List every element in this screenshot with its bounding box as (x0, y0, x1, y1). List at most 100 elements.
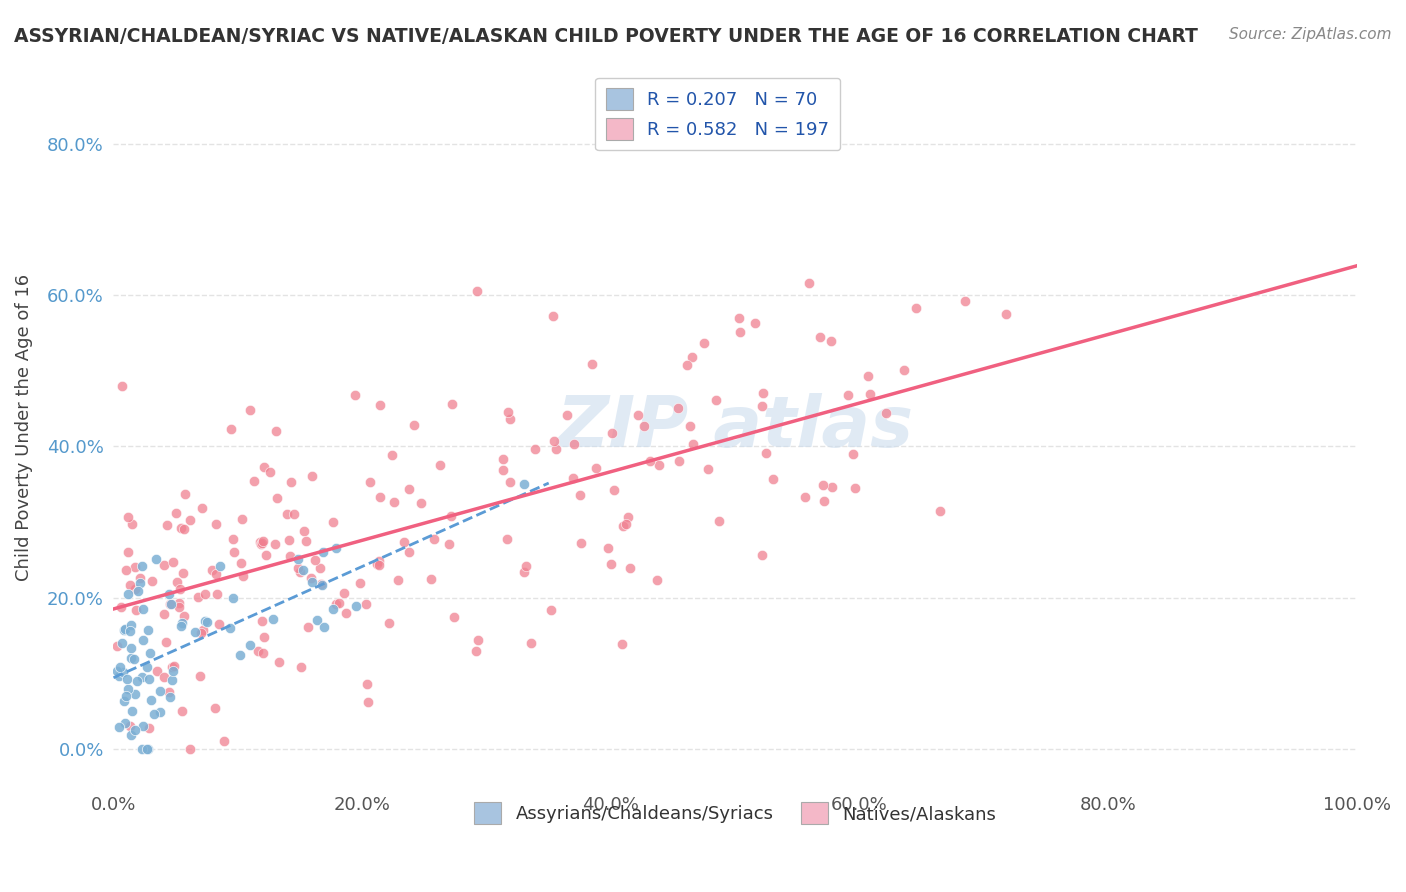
Point (141, 574, 163, 589)
Point (666, 401, 689, 415)
Point (111, 636, 134, 650)
Point (156, 518, 179, 533)
Point (419, 573, 441, 587)
Point (404, 417, 426, 432)
Point (114, 715, 136, 730)
Point (344, 599, 367, 613)
Point (994, 307, 1017, 321)
Point (231, 512, 253, 526)
Point (169, 619, 191, 633)
Point (633, 418, 655, 433)
Point (114, 623, 136, 637)
Point (157, 684, 180, 698)
Point (124, 603, 146, 617)
Point (187, 590, 209, 604)
Text: ASSYRIAN/CHALDEAN/SYRIAC VS NATIVE/ALASKAN CHILD POVERTY UNDER THE AGE OF 16 COR: ASSYRIAN/CHALDEAN/SYRIAC VS NATIVE/ALASK… (14, 27, 1198, 45)
Point (555, 409, 578, 423)
Point (209, 558, 232, 573)
Text: ZIP atlas: ZIP atlas (557, 393, 914, 462)
Point (120, 728, 142, 742)
Point (120, 650, 142, 665)
Point (117, 586, 139, 600)
Point (808, 330, 831, 344)
Point (541, 310, 564, 324)
Point (295, 533, 318, 548)
Point (638, 454, 661, 468)
Point (117, 509, 139, 524)
Point (280, 475, 302, 489)
Point (159, 690, 181, 704)
Point (231, 556, 253, 570)
Point (160, 673, 183, 688)
Point (697, 462, 720, 476)
Point (283, 507, 305, 521)
Point (160, 597, 183, 611)
Point (751, 399, 773, 413)
Point (232, 569, 254, 583)
Point (647, 458, 669, 472)
Point (254, 548, 277, 562)
Point (118, 719, 141, 733)
Point (172, 566, 194, 580)
Point (844, 481, 866, 495)
Point (153, 607, 176, 621)
Point (562, 436, 585, 450)
Point (349, 576, 371, 591)
Point (524, 442, 547, 456)
Point (132, 633, 155, 648)
Point (276, 507, 298, 521)
Point (112, 694, 135, 708)
Point (513, 565, 536, 579)
Point (392, 534, 415, 549)
Point (139, 693, 162, 707)
Point (266, 491, 288, 505)
Point (751, 548, 773, 562)
Point (114, 689, 136, 703)
Point (252, 534, 274, 549)
Point (496, 533, 519, 547)
Point (513, 477, 536, 491)
Point (600, 557, 623, 571)
Point (875, 406, 897, 420)
Point (165, 507, 187, 521)
Point (928, 504, 950, 518)
Point (544, 442, 567, 456)
Point (242, 474, 264, 488)
Point (443, 610, 465, 624)
Point (247, 644, 270, 658)
Point (291, 563, 314, 577)
Point (122, 652, 145, 666)
Point (333, 586, 356, 600)
Point (173, 608, 195, 623)
Point (219, 422, 242, 436)
Point (197, 615, 219, 629)
Point (259, 465, 281, 479)
Point (239, 638, 262, 652)
Point (465, 285, 488, 299)
Point (145, 552, 167, 566)
Point (138, 741, 160, 756)
Point (367, 558, 389, 572)
Point (287, 552, 309, 566)
Point (128, 575, 150, 590)
Point (149, 705, 172, 719)
Point (118, 578, 141, 592)
Point (131, 741, 153, 756)
Point (278, 533, 301, 548)
Point (676, 358, 699, 372)
Point (709, 514, 731, 528)
Point (752, 386, 775, 401)
Point (290, 659, 312, 673)
Point (143, 706, 166, 721)
Point (859, 386, 882, 401)
Point (287, 561, 309, 575)
Point (222, 532, 245, 546)
Point (121, 516, 143, 531)
Point (219, 621, 242, 635)
Point (704, 392, 727, 407)
Point (120, 624, 142, 639)
Point (561, 471, 583, 485)
Point (184, 624, 207, 639)
Point (108, 669, 131, 683)
Point (520, 636, 543, 650)
